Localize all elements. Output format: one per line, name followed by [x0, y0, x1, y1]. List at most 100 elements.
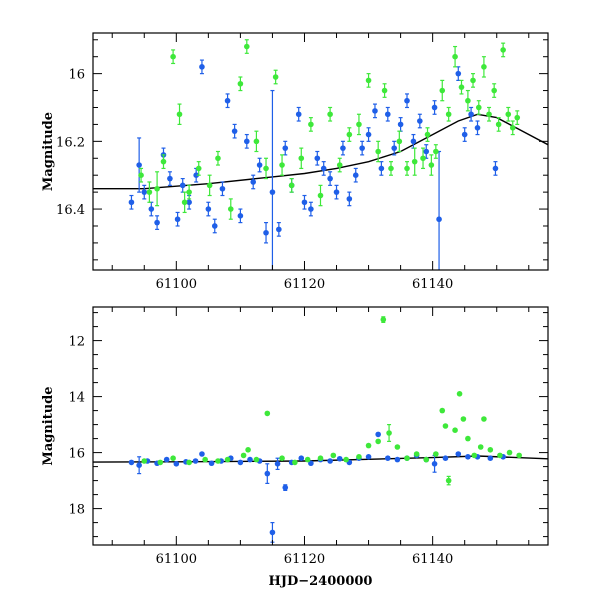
data-point: [208, 460, 215, 467]
data-point: [224, 97, 231, 104]
plot-frame: [92, 32, 549, 271]
data-point: [167, 175, 173, 182]
data-point: [308, 460, 314, 467]
data-point: [219, 185, 226, 192]
data-point: [253, 138, 260, 145]
data-point: [298, 455, 305, 462]
data-point: [365, 77, 372, 84]
data-point: [330, 452, 337, 459]
data-point: [465, 97, 471, 104]
data-point: [154, 219, 160, 226]
data-point: [317, 192, 324, 199]
data-point: [215, 458, 221, 464]
data-point: [227, 206, 234, 212]
data-point: [375, 438, 381, 445]
data-point: [394, 456, 401, 463]
data-series: [128, 431, 506, 543]
data-point: [295, 111, 302, 118]
data-point: [481, 64, 487, 70]
data-point: [163, 456, 170, 463]
data-point: [264, 470, 271, 477]
data-point: [343, 456, 349, 463]
data-point: [279, 455, 285, 462]
data-point: [170, 455, 176, 462]
data-point: [199, 64, 205, 70]
data-point: [420, 155, 426, 162]
data-point: [346, 196, 353, 202]
data-point: [404, 97, 410, 104]
data-point: [468, 111, 474, 118]
data-point: [506, 449, 513, 456]
data-point: [336, 162, 343, 168]
x-tick-label: 61140: [412, 552, 453, 567]
data-point: [474, 125, 481, 131]
data-point: [146, 189, 153, 195]
data-point: [211, 223, 218, 229]
data-point: [410, 138, 417, 145]
data-point: [154, 185, 160, 192]
data-point: [317, 455, 324, 462]
data-point: [181, 199, 188, 206]
data-point: [327, 458, 333, 464]
data-point: [471, 452, 478, 459]
data-point: [475, 104, 482, 111]
data-point: [244, 43, 250, 50]
data-point: [514, 114, 521, 121]
data-point: [160, 158, 167, 165]
data-point: [352, 172, 359, 178]
data-point: [336, 455, 343, 462]
data-point: [509, 125, 516, 131]
data-point: [452, 53, 458, 60]
data-point: [195, 165, 202, 172]
data-point: [170, 53, 176, 60]
data-point: [516, 452, 522, 459]
plot-frame: [92, 306, 549, 546]
x-axis-label: HJD−2400000: [269, 574, 373, 589]
data-point: [157, 459, 164, 466]
x-tick-label: 61100: [156, 552, 197, 567]
data-point: [356, 121, 362, 128]
data-point: [186, 199, 192, 206]
data-point: [202, 456, 208, 463]
data-point: [465, 435, 471, 442]
data-point: [428, 162, 435, 168]
data-point: [136, 162, 142, 168]
data-point: [327, 175, 333, 182]
data-series: [138, 39, 521, 220]
data-series: [141, 316, 522, 486]
data-point: [224, 456, 231, 463]
data-point: [445, 111, 452, 118]
data-point: [298, 155, 305, 162]
data-point: [455, 451, 462, 457]
plot-area: [93, 316, 548, 543]
data-point: [461, 131, 468, 138]
data-point: [186, 459, 192, 466]
data-point: [372, 108, 378, 114]
data-point: [193, 172, 199, 178]
data-point: [433, 148, 439, 155]
axis-ticks: [93, 307, 548, 545]
x-tick-label: 61120: [284, 552, 325, 567]
data-point: [433, 451, 439, 457]
data-point: [500, 47, 506, 53]
data-point: [456, 391, 463, 397]
data-point: [264, 410, 271, 417]
data-point: [487, 455, 494, 462]
data-point: [384, 111, 391, 118]
data-point: [128, 459, 135, 466]
data-point: [237, 213, 244, 219]
data-point: [375, 148, 381, 155]
data-point: [340, 145, 346, 151]
y-tick-label: 12: [68, 335, 85, 350]
data-point: [486, 111, 492, 118]
data-point: [388, 165, 394, 172]
y-tick-label: 14: [68, 391, 85, 406]
data-point: [128, 199, 135, 206]
x-tick-label: 61140: [412, 277, 453, 292]
data-point: [417, 118, 423, 124]
data-point: [439, 87, 446, 94]
data-point: [365, 442, 372, 449]
data-point: [424, 131, 431, 138]
plot-area: [93, 39, 548, 270]
data-point: [179, 182, 186, 189]
